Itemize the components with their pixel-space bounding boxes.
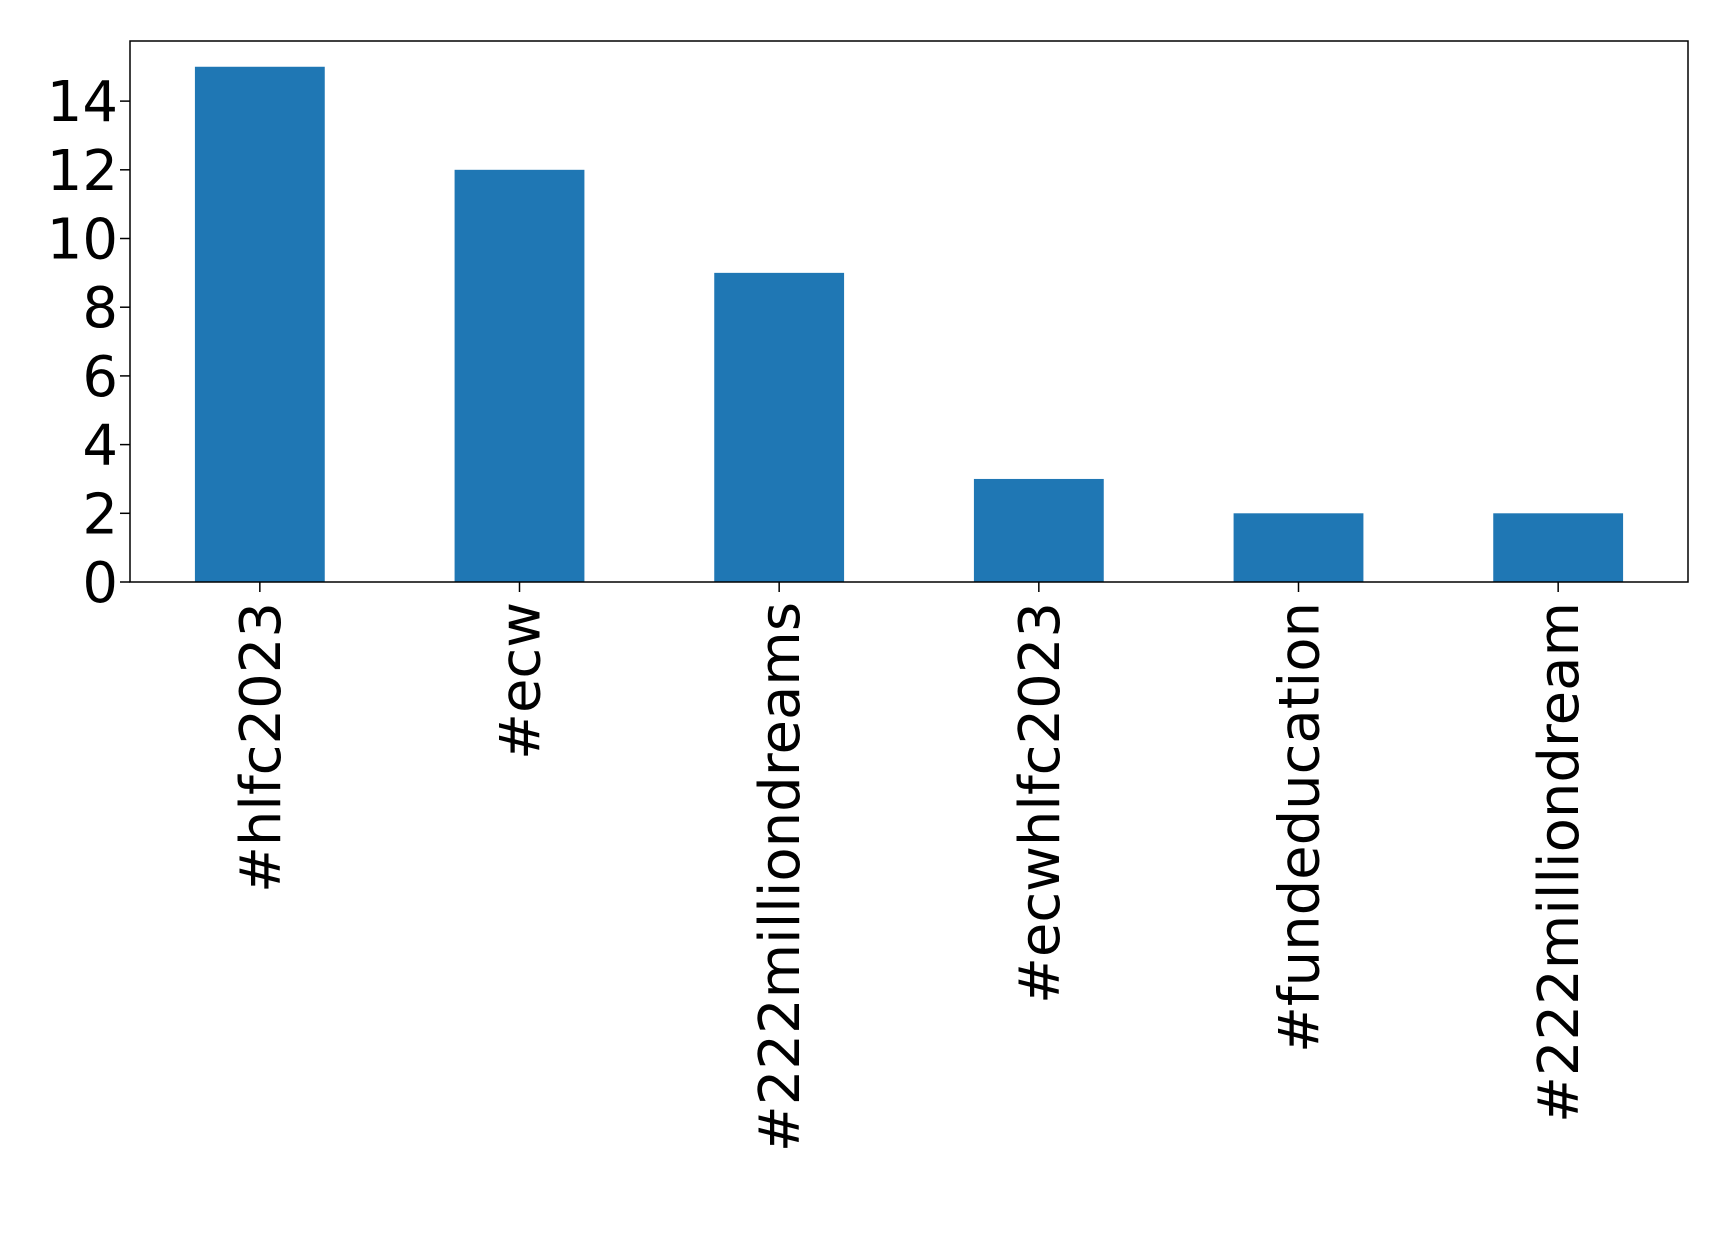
x-tick-label: #222milliondreams bbox=[748, 602, 813, 1152]
y-tick-label: 12 bbox=[47, 139, 118, 204]
y-tick-label: 2 bbox=[82, 482, 118, 547]
bar bbox=[194, 66, 325, 582]
bar bbox=[1493, 513, 1624, 582]
bar bbox=[454, 169, 585, 583]
x-axis: #hlfc2023 #ecw #222milliondreams #ecwhlfc20… bbox=[229, 582, 1592, 1152]
y-tick-label: 10 bbox=[47, 208, 118, 273]
y-tick-label: 4 bbox=[82, 414, 118, 479]
x-tick-label: #ecwhlfc2023 bbox=[1008, 602, 1073, 1004]
bar bbox=[973, 478, 1104, 582]
x-tick-label: #hlfc2023 bbox=[229, 602, 294, 893]
y-tick-label: 14 bbox=[47, 70, 118, 135]
bar bbox=[714, 272, 845, 582]
x-tick-label: #222milliondream bbox=[1527, 602, 1592, 1123]
bar bbox=[1233, 513, 1364, 582]
bars-group bbox=[194, 66, 1624, 583]
y-tick-label: 8 bbox=[82, 276, 118, 341]
plot-frame bbox=[129, 40, 1689, 583]
y-tick-label: 0 bbox=[82, 551, 118, 616]
y-tick-label: 6 bbox=[82, 345, 118, 410]
x-tick-label: #fundeducation bbox=[1268, 602, 1333, 1053]
x-tick-label: #ecw bbox=[489, 602, 554, 760]
